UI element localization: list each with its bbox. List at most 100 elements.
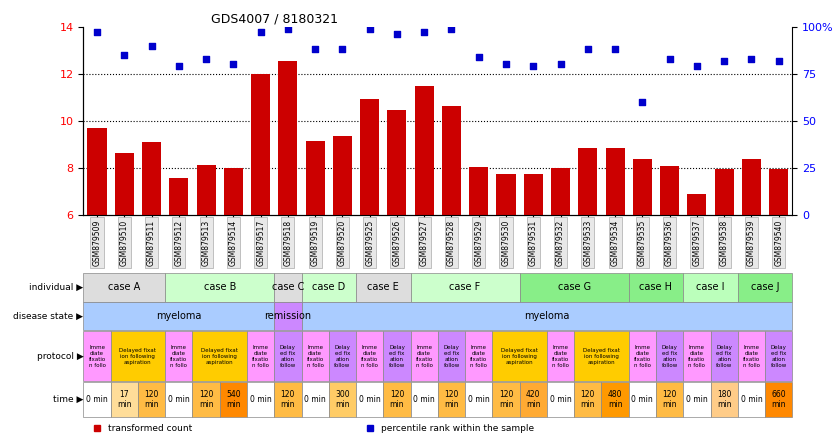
- Bar: [633, 159, 652, 215]
- Bar: [333, 136, 352, 215]
- Bar: [302, 302, 792, 330]
- Text: case E: case E: [368, 282, 399, 293]
- Text: Delayed fixat
ion following
aspiration: Delayed fixat ion following aspiration: [501, 348, 538, 365]
- Point: [554, 61, 567, 68]
- Text: 0 min: 0 min: [249, 395, 272, 404]
- Bar: [224, 168, 243, 215]
- Bar: [683, 382, 711, 417]
- Bar: [742, 159, 761, 215]
- Point: [227, 61, 240, 68]
- Text: 120
min: 120 min: [499, 390, 513, 409]
- Text: Imme
diate
fixatio
n follo: Imme diate fixatio n follo: [634, 345, 651, 368]
- Bar: [470, 167, 488, 215]
- Bar: [683, 331, 711, 381]
- Point: [309, 46, 322, 53]
- Bar: [520, 382, 547, 417]
- Bar: [547, 382, 574, 417]
- Point: [472, 53, 485, 60]
- Bar: [329, 382, 356, 417]
- Point: [254, 29, 267, 36]
- Text: time ▶: time ▶: [53, 395, 83, 404]
- Text: individual ▶: individual ▶: [29, 283, 83, 292]
- Bar: [465, 331, 492, 381]
- Bar: [629, 331, 656, 381]
- Point: [663, 55, 676, 62]
- Bar: [83, 274, 165, 301]
- Bar: [578, 148, 597, 215]
- Bar: [384, 331, 410, 381]
- Text: Imme
diate
fixatio
n follo: Imme diate fixatio n follo: [470, 345, 487, 368]
- Text: case D: case D: [312, 282, 345, 293]
- Bar: [410, 382, 438, 417]
- Text: myeloma: myeloma: [156, 311, 202, 321]
- Point: [418, 29, 431, 36]
- Point: [608, 46, 621, 53]
- Text: Delayed fixat
ion following
aspiration: Delayed fixat ion following aspiration: [583, 348, 620, 365]
- Text: Delay
ed fix
ation
follow: Delay ed fix ation follow: [661, 345, 678, 368]
- Bar: [165, 382, 193, 417]
- Text: 120
min: 120 min: [580, 390, 595, 409]
- Text: 0 min: 0 min: [741, 395, 762, 404]
- Text: 120
min: 120 min: [662, 390, 677, 409]
- Bar: [601, 382, 629, 417]
- Text: 0 min: 0 min: [631, 395, 653, 404]
- Text: Delay
ed fix
ation
follow: Delay ed fix ation follow: [334, 345, 350, 368]
- Bar: [629, 382, 656, 417]
- Bar: [738, 331, 765, 381]
- Text: 180
min: 180 min: [717, 390, 731, 409]
- Text: 540
min: 540 min: [226, 390, 241, 409]
- Bar: [492, 331, 547, 381]
- Bar: [83, 302, 274, 330]
- Bar: [629, 274, 683, 301]
- Bar: [492, 382, 520, 417]
- Bar: [274, 302, 302, 330]
- Point: [636, 99, 649, 106]
- Bar: [302, 331, 329, 381]
- Bar: [496, 174, 515, 215]
- Text: Imme
diate
fixatio
n follo: Imme diate fixatio n follo: [415, 345, 433, 368]
- Bar: [769, 169, 788, 215]
- Bar: [115, 153, 133, 215]
- Text: case C: case C: [272, 282, 304, 293]
- Bar: [197, 165, 216, 215]
- Bar: [111, 382, 138, 417]
- Point: [363, 25, 376, 32]
- Text: 300
min: 300 min: [335, 390, 349, 409]
- Bar: [384, 382, 410, 417]
- Text: case A: case A: [108, 282, 140, 293]
- Text: 120
min: 120 min: [389, 390, 404, 409]
- Bar: [388, 111, 406, 215]
- Bar: [711, 331, 738, 381]
- Bar: [193, 331, 247, 381]
- Text: Imme
diate
fixatio
n follo: Imme diate fixatio n follo: [307, 345, 324, 368]
- Bar: [656, 331, 683, 381]
- Point: [90, 29, 103, 36]
- Text: 0 min: 0 min: [304, 395, 326, 404]
- Bar: [274, 382, 302, 417]
- Text: percentile rank within the sample: percentile rank within the sample: [380, 424, 534, 432]
- Bar: [547, 331, 574, 381]
- Bar: [360, 99, 379, 215]
- Point: [581, 46, 595, 53]
- Text: case I: case I: [696, 282, 725, 293]
- Bar: [574, 331, 629, 381]
- Text: Imme
diate
fixatio
n follo: Imme diate fixatio n follo: [170, 345, 188, 368]
- Text: case F: case F: [450, 282, 480, 293]
- Text: 0 min: 0 min: [468, 395, 490, 404]
- Bar: [465, 382, 492, 417]
- Text: 660
min: 660 min: [771, 390, 786, 409]
- Point: [145, 42, 158, 49]
- Bar: [165, 331, 193, 381]
- Text: 0 min: 0 min: [414, 395, 435, 404]
- Bar: [88, 128, 107, 215]
- Bar: [302, 382, 329, 417]
- Bar: [83, 382, 111, 417]
- Text: Imme
diate
fixatio
n follo: Imme diate fixatio n follo: [88, 345, 106, 368]
- Bar: [138, 382, 165, 417]
- Text: Delay
ed fix
ation
follow: Delay ed fix ation follow: [279, 345, 296, 368]
- Text: 120
min: 120 min: [445, 390, 459, 409]
- Text: Delayed fixat
ion following
aspiration: Delayed fixat ion following aspiration: [201, 348, 239, 365]
- Bar: [738, 382, 765, 417]
- Bar: [438, 331, 465, 381]
- Text: remission: remission: [264, 311, 311, 321]
